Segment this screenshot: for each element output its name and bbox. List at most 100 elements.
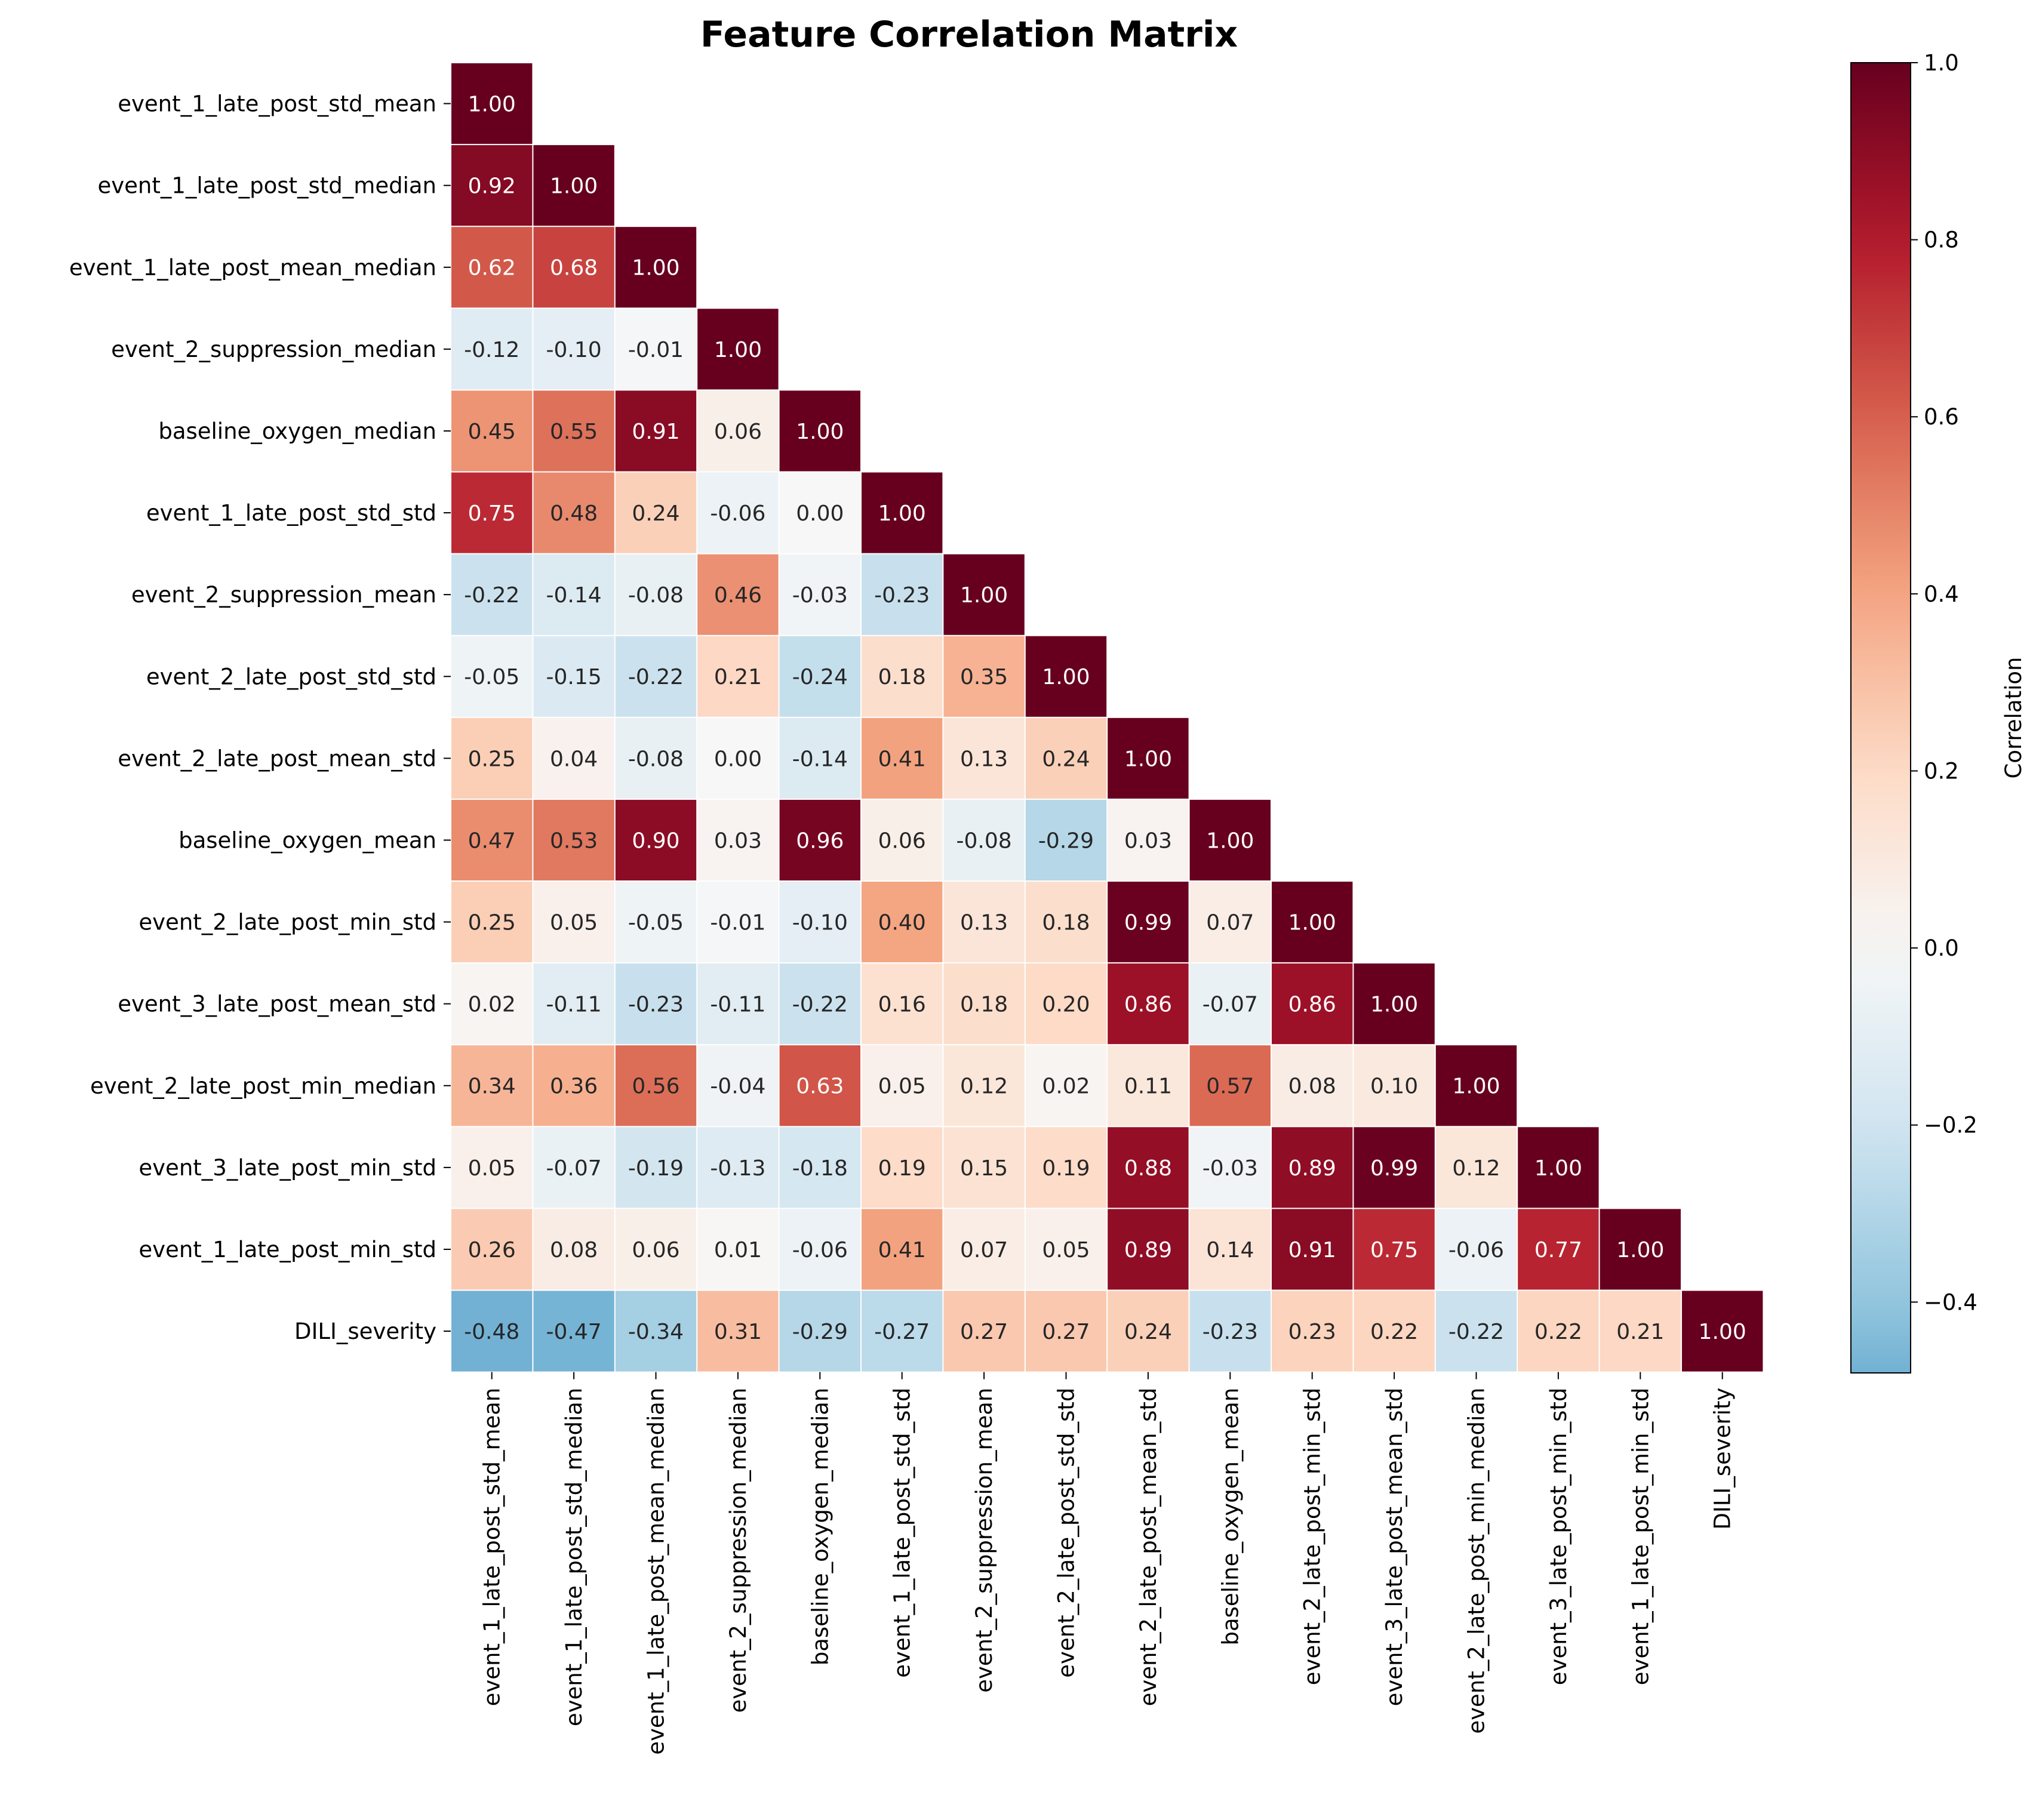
- cell-value-label: 0.96: [796, 829, 844, 853]
- heatmap-cell: [1025, 882, 1107, 963]
- heatmap-cell: [1272, 963, 1353, 1045]
- cell-value-label: 0.92: [468, 174, 516, 199]
- cell-value-label: -0.23: [874, 583, 930, 608]
- heatmap-cell: [1025, 1127, 1107, 1208]
- cell-value-label: 1.00: [960, 583, 1008, 608]
- cell-value-label: 0.27: [960, 1320, 1008, 1344]
- heatmap-cell: [615, 1291, 697, 1372]
- heatmap-cell: [1108, 882, 1189, 963]
- cell-value-label: 0.77: [1534, 1238, 1582, 1262]
- cell-value-label: 0.18: [878, 665, 926, 689]
- heatmap-cell: [943, 799, 1025, 880]
- heatmap-cell: [697, 309, 779, 390]
- cell-value-label: -0.05: [464, 665, 519, 689]
- cell-value-label: -0.47: [546, 1320, 602, 1344]
- heatmap-cell: [697, 636, 779, 717]
- heatmap-cell: [943, 1209, 1025, 1290]
- cell-value-label: 0.24: [1042, 747, 1090, 771]
- cell-value-label: 0.62: [468, 256, 516, 281]
- heatmap-cell: [615, 227, 697, 308]
- cell-value-label: -0.19: [628, 1156, 684, 1181]
- cell-value-label: 0.03: [714, 829, 762, 853]
- heatmap-cell: [697, 1045, 779, 1126]
- cell-value-label: 0.01: [714, 1238, 762, 1262]
- heatmap-cell: [1272, 1209, 1353, 1290]
- cell-value-label: 0.02: [468, 993, 516, 1017]
- y-tick-label: event_1_late_post_std_std: [146, 500, 436, 526]
- heatmap-cell: [697, 554, 779, 635]
- heatmap-cell: [1354, 1291, 1435, 1372]
- y-tick-label: event_2_late_post_mean_std: [118, 746, 436, 771]
- cell-value-label: 1.00: [1452, 1074, 1500, 1099]
- cell-value-label: 0.11: [1124, 1074, 1172, 1099]
- heatmap-cell: [697, 799, 779, 880]
- heatmap-cell: [1435, 1045, 1517, 1126]
- heatmap-cell: [533, 1127, 614, 1208]
- cell-value-label: 0.12: [1452, 1156, 1500, 1181]
- heatmap-cell: [779, 636, 860, 717]
- cell-value-label: 0.24: [632, 501, 679, 526]
- cell-value-label: -0.04: [710, 1074, 765, 1099]
- y-tick-label: event_2_suppression_median: [111, 337, 436, 362]
- heatmap-cell: [1108, 799, 1189, 880]
- cell-value-label: 0.99: [1124, 911, 1172, 935]
- cell-value-label: -0.22: [628, 665, 684, 689]
- x-tick-label: DILI_severity: [1710, 1388, 1736, 1530]
- y-tick-label: event_1_late_post_min_std: [139, 1237, 436, 1262]
- cell-value-label: 0.19: [878, 1156, 926, 1181]
- cell-value-label: -0.34: [628, 1320, 684, 1344]
- cell-value-label: 0.04: [550, 747, 598, 771]
- heatmap-cell: [862, 1209, 943, 1290]
- cell-value-label: 0.06: [878, 829, 926, 853]
- x-tick-label: event_2_suppression_mean: [971, 1388, 997, 1693]
- colorbar-tick-label: 0.0: [1924, 935, 1959, 961]
- cell-value-label: 0.13: [960, 747, 1008, 771]
- heatmap-cell: [697, 1127, 779, 1208]
- cell-value-label: 1.00: [1288, 911, 1336, 935]
- heatmap-cell: [451, 390, 533, 472]
- heatmap-cell: [615, 554, 697, 635]
- heatmap-cell: [862, 799, 943, 880]
- heatmap-cell: [1025, 1209, 1107, 1290]
- heatmap-cell: [1272, 1045, 1353, 1126]
- cell-value-label: -0.22: [1448, 1320, 1504, 1344]
- cell-value-label: 1.00: [550, 174, 598, 199]
- cell-value-label: 0.16: [878, 993, 926, 1017]
- heatmap-cell: [779, 1127, 860, 1208]
- heatmap-cell: [1272, 1127, 1353, 1208]
- cell-value-label: -0.11: [546, 993, 602, 1017]
- heatmap-cell: [862, 472, 943, 553]
- y-tick-label: event_1_late_post_mean_median: [69, 255, 436, 281]
- heatmap-cell: [451, 717, 533, 799]
- cell-value-label: -0.08: [628, 747, 684, 771]
- cell-value-label: 1.00: [1616, 1238, 1664, 1262]
- x-tick-label: event_1_late_post_std_mean: [479, 1388, 505, 1707]
- cell-value-label: 0.15: [960, 1156, 1008, 1181]
- colorbar-tick-label: 0.6: [1924, 404, 1959, 430]
- cell-value-label: -0.13: [710, 1156, 765, 1181]
- heatmap-cell: [1025, 636, 1107, 717]
- cell-value-label: 0.46: [714, 583, 762, 608]
- heatmap-cell: [862, 1045, 943, 1126]
- heatmap-cell: [1518, 1127, 1599, 1208]
- heatmap-cell-labels: 1.00 0.92 1.00 0.62 0.68 1.00 -0.12 -0.10 -0.01 1…: [464, 93, 1746, 1345]
- cell-value-label: 0.24: [1124, 1320, 1172, 1344]
- heatmap-cell: [1600, 1291, 1681, 1372]
- heatmap-cell: [533, 1209, 614, 1290]
- colorbar-tick-label: −0.2: [1924, 1113, 1977, 1138]
- cell-value-label: 0.14: [1206, 1238, 1254, 1262]
- cell-value-label: 0.36: [550, 1074, 598, 1099]
- y-tick-label: event_2_late_post_std_std: [146, 664, 436, 689]
- heatmap-cell: [943, 882, 1025, 963]
- y-tick-label: DILI_severity: [294, 1319, 436, 1344]
- cell-value-label: 1.00: [1124, 747, 1172, 771]
- cell-value-label: 0.05: [1042, 1238, 1090, 1262]
- heatmap-cell: [451, 1127, 533, 1208]
- cell-value-label: -0.15: [546, 665, 602, 689]
- cell-value-label: 0.86: [1124, 993, 1172, 1017]
- heatmap-cell: [862, 636, 943, 717]
- heatmap-cell: [697, 1291, 779, 1372]
- heatmap-cell: [1108, 1291, 1189, 1372]
- heatmap-cell: [615, 472, 697, 553]
